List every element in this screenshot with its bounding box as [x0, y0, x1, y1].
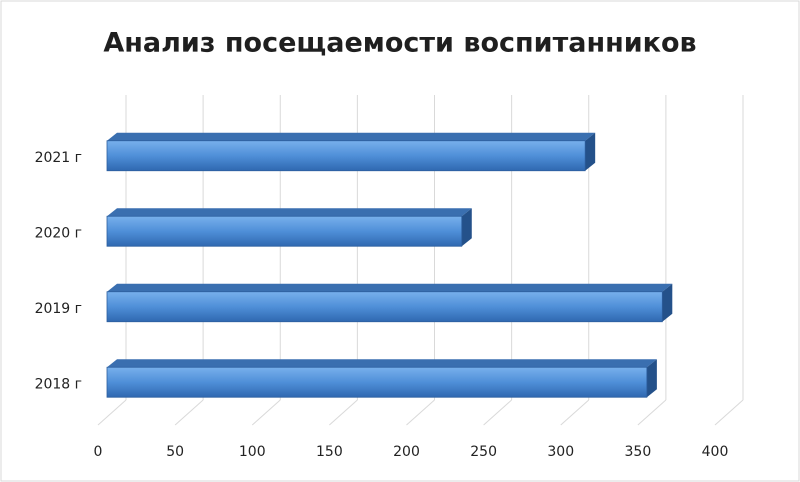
bar-side: [646, 359, 657, 398]
y-tick-label: 2018 г: [35, 376, 82, 392]
x-tick-label: 50: [166, 444, 184, 460]
y-tick-label: 2020 г: [35, 225, 82, 241]
x-tick-label: 250: [470, 444, 497, 460]
floor-grid-line: [714, 399, 744, 426]
y-tick-label: 2021 г: [35, 150, 82, 166]
floor-grid-line: [251, 399, 281, 426]
x-tick-label: 300: [547, 444, 574, 460]
x-tick-label: 400: [702, 444, 729, 460]
bar-top: [107, 283, 673, 292]
floor-grid-line: [329, 399, 358, 426]
floor-grid-line: [406, 399, 435, 426]
x-tick-label: 0: [94, 444, 103, 460]
chart-title: Анализ посещаемости воспитанников: [103, 28, 696, 59]
x-tick-label: 350: [625, 444, 652, 460]
bar: [106, 366, 648, 398]
bar: [106, 291, 663, 323]
floor-grid-line: [560, 399, 590, 426]
floor-grid-line: [637, 399, 667, 426]
bar-top: [107, 359, 657, 368]
bar: [106, 215, 463, 247]
x-tick-label: 150: [316, 444, 343, 460]
floor-grid-line: [174, 399, 204, 426]
x-tick-label: 100: [239, 444, 266, 460]
bar-side: [585, 132, 596, 171]
bar: [106, 140, 586, 172]
bar-top: [107, 132, 596, 141]
floor-grid-line: [97, 399, 127, 426]
bar-side: [461, 208, 472, 247]
y-tick-label: 2019 г: [35, 301, 82, 317]
floor-grid-line: [483, 399, 512, 426]
bar-top: [107, 208, 472, 217]
bar-side: [662, 283, 673, 322]
x-tick-label: 200: [393, 444, 420, 460]
